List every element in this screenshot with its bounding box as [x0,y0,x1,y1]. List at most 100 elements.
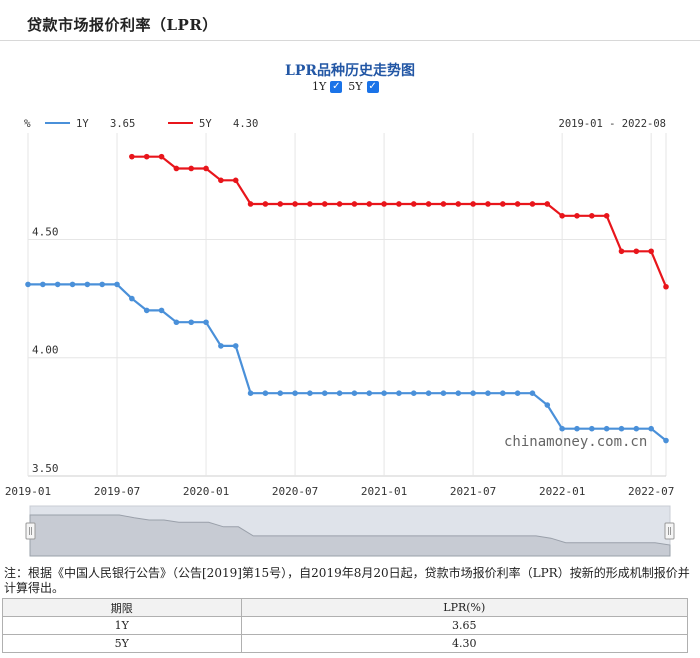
data-point-1y[interactable] [247,390,254,397]
data-point-1y[interactable] [529,390,536,397]
data-point-1y[interactable] [589,425,595,432]
data-point-1y[interactable] [544,402,551,408]
data-point-1y[interactable] [203,319,209,326]
data-point-1y[interactable] [663,437,669,444]
data-point-5y[interactable] [336,201,343,207]
data-point-1y[interactable] [366,390,373,397]
table-row: 5Y 4.30 [2,634,689,653]
data-point-5y[interactable] [633,248,640,255]
data-point-1y[interactable] [618,425,625,432]
data-point-5y[interactable] [544,201,551,207]
data-point-1y[interactable] [425,390,432,397]
data-point-5y[interactable] [262,201,269,207]
data-point-1y[interactable] [143,307,150,314]
data-point-5y[interactable] [663,283,669,290]
title-divider [0,40,700,41]
data-point-1y[interactable] [336,390,343,397]
data-point-1y[interactable] [648,425,654,432]
grid [27,133,667,477]
toggle-1y-checkbox[interactable]: ✓ [330,80,343,93]
data-point-1y[interactable] [381,390,387,397]
data-point-1y[interactable] [129,295,135,302]
data-point-1y[interactable] [262,390,269,397]
data-point-1y[interactable] [218,343,224,349]
data-point-5y[interactable] [188,165,195,172]
navigator-area [29,514,671,557]
data-point-1y[interactable] [54,281,61,288]
data-point-5y[interactable] [455,201,462,207]
range-handle-right[interactable] [664,522,675,540]
data-point-5y[interactable] [381,201,387,207]
data-point-5y[interactable] [218,177,224,184]
data-point-5y[interactable] [247,201,254,207]
data-point-5y[interactable] [366,201,373,207]
data-point-5y[interactable] [603,212,610,219]
data-point-1y[interactable] [158,307,165,314]
data-point-1y[interactable] [603,425,610,432]
data-point-1y[interactable] [84,281,91,288]
data-point-1y[interactable] [40,281,46,288]
data-point-1y[interactable] [633,425,640,432]
watermark: chinamoney.com.cn [504,434,647,450]
data-point-5y[interactable] [307,201,313,207]
chart-title: LPR品种历史走势图 [284,63,415,79]
data-point-1y[interactable] [559,425,565,432]
x-axis-ticks: 2019-01 2019-07 2020-01 2020-07 2021-01 2021-… [5,485,675,498]
data-point-1y[interactable] [292,390,298,397]
data-point-5y[interactable] [173,165,180,172]
data-point-5y[interactable] [559,212,565,219]
data-point-1y[interactable] [25,281,31,288]
data-point-5y[interactable] [158,153,165,160]
data-point-5y[interactable] [232,177,239,184]
data-point-5y[interactable] [529,201,536,207]
data-point-5y[interactable] [143,153,150,160]
data-point-1y[interactable] [470,390,476,397]
data-point-5y[interactable] [321,201,328,207]
data-point-1y[interactable] [188,319,195,326]
data-point-1y[interactable] [455,390,462,397]
toggle-5y-checkbox[interactable]: ✓ [366,80,379,93]
data-point-5y[interactable] [425,201,432,207]
data-point-1y[interactable] [114,281,120,288]
data-point-1y[interactable] [440,390,447,397]
data-point-1y[interactable] [232,343,239,349]
data-point-1y[interactable] [485,390,491,397]
data-point-5y[interactable] [410,201,417,207]
data-point-5y[interactable] [292,201,298,207]
data-point-1y[interactable] [173,319,180,326]
data-point-5y[interactable] [514,201,521,207]
data-point-1y[interactable] [99,281,105,288]
data-point-1y[interactable] [277,390,284,397]
legend-5y-value: 4.30 [233,118,258,130]
data-point-1y[interactable] [499,390,506,397]
data-point-1y[interactable] [321,390,328,397]
table-cell-rate: 4.30 [240,634,689,653]
data-point-5y[interactable] [574,212,580,219]
range-handle-left[interactable] [25,522,36,540]
data-point-1y[interactable] [514,390,521,397]
legend-5y-name[interactable]: 5Y [199,118,212,130]
data-point-1y[interactable] [396,390,402,397]
data-point-5y[interactable] [277,201,284,207]
data-point-5y[interactable] [618,248,625,255]
toggle-1y[interactable]: 1Y ✓ [312,80,343,93]
data-point-5y[interactable] [589,212,595,219]
data-point-5y[interactable] [440,201,447,207]
legend-1y-name[interactable]: 1Y [76,118,89,130]
data-point-5y[interactable] [485,201,491,207]
data-point-1y[interactable] [351,390,358,397]
data-point-1y[interactable] [69,281,76,288]
data-point-5y[interactable] [129,153,135,160]
toggle-5y[interactable]: 5Y ✓ [348,80,379,93]
data-point-1y[interactable] [410,390,417,397]
data-point-5y[interactable] [648,248,654,255]
data-point-1y[interactable] [307,390,313,397]
data-point-5y[interactable] [203,165,209,172]
data-point-5y[interactable] [499,201,506,207]
data-point-1y[interactable] [574,425,580,432]
toggle-5y-label: 5Y [348,80,363,93]
data-point-5y[interactable] [351,201,358,207]
data-point-5y[interactable] [470,201,476,207]
data-point-5y[interactable] [396,201,402,207]
y-axis-ticks: 3.50 4.00 4.50 [32,225,59,475]
